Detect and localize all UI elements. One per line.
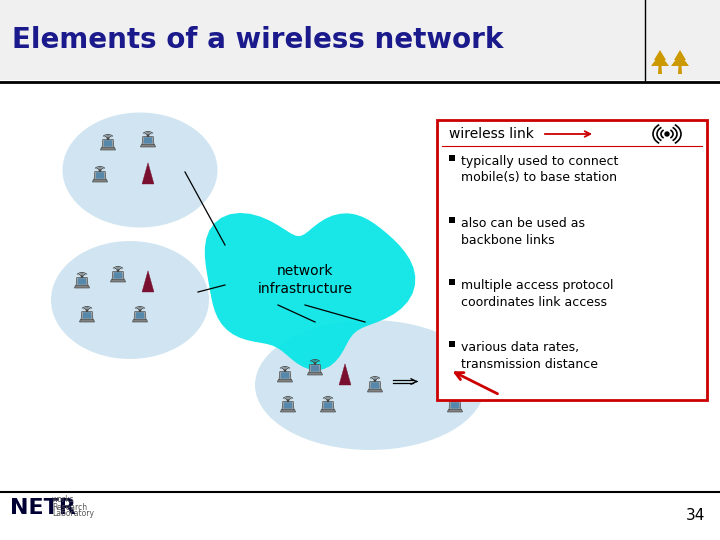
Polygon shape [322,402,334,410]
Polygon shape [142,137,154,145]
Polygon shape [94,172,106,180]
Polygon shape [320,410,336,412]
Polygon shape [309,364,321,373]
Polygon shape [277,380,292,382]
Circle shape [454,400,456,401]
Polygon shape [367,390,382,392]
Polygon shape [78,278,86,285]
Polygon shape [143,137,153,144]
Text: various data rates,
transmission distance: various data rates, transmission distanc… [461,341,598,370]
Circle shape [374,380,376,381]
Polygon shape [449,217,455,223]
Polygon shape [92,180,107,182]
Polygon shape [279,372,291,380]
Text: works: works [52,496,75,504]
Polygon shape [79,320,94,322]
Polygon shape [448,410,462,412]
Polygon shape [678,66,682,74]
Ellipse shape [63,112,217,227]
Text: network
infrastructure: network infrastructure [258,264,353,296]
Polygon shape [323,402,333,409]
Polygon shape [651,54,669,66]
Polygon shape [449,402,461,410]
Circle shape [284,370,286,372]
Polygon shape [102,139,114,148]
Text: typically used to connect
mobile(s) to base station: typically used to connect mobile(s) to b… [461,155,618,185]
Bar [0,0,720,80]
Polygon shape [451,402,459,409]
Polygon shape [110,280,125,282]
Polygon shape [112,272,124,280]
Polygon shape [310,365,320,372]
Circle shape [86,310,88,312]
Polygon shape [284,402,292,409]
Polygon shape [371,382,379,389]
Polygon shape [83,312,91,319]
Polygon shape [135,312,145,319]
Polygon shape [449,279,455,285]
Polygon shape [132,320,148,322]
Polygon shape [104,140,112,147]
Polygon shape [74,286,89,288]
Polygon shape [114,272,122,279]
Polygon shape [134,312,146,320]
Circle shape [117,270,119,271]
Polygon shape [439,371,451,392]
Polygon shape [654,50,666,60]
Polygon shape [81,312,93,320]
Polygon shape [142,163,154,184]
Polygon shape [671,54,689,66]
Text: Laboratory: Laboratory [52,510,94,518]
Ellipse shape [51,241,209,359]
Polygon shape [339,364,351,385]
Polygon shape [449,155,455,161]
Text: also can be used as
backbone links: also can be used as backbone links [461,217,585,246]
Polygon shape [281,410,295,412]
Text: wireless link: wireless link [449,127,534,141]
Text: NETR: NETR [10,498,76,518]
Ellipse shape [255,320,485,450]
Text: Research: Research [52,503,87,511]
Text: 34: 34 [685,508,705,523]
Text: multiple access protocol
coordinates link access: multiple access protocol coordinates lin… [461,279,613,308]
Text: Elements of a wireless network: Elements of a wireless network [12,26,503,54]
Polygon shape [658,66,662,74]
Polygon shape [96,172,104,179]
Bar [437,120,707,400]
Polygon shape [140,145,156,147]
Circle shape [665,132,669,136]
Polygon shape [449,341,455,347]
Polygon shape [76,278,88,286]
Polygon shape [307,373,323,375]
Circle shape [99,170,101,171]
Circle shape [287,400,289,401]
Polygon shape [282,402,294,410]
Polygon shape [281,372,289,379]
Polygon shape [142,271,154,292]
Polygon shape [369,381,381,390]
Polygon shape [674,50,686,60]
Circle shape [81,276,83,278]
Polygon shape [101,148,115,150]
Polygon shape [205,213,415,370]
Circle shape [107,138,109,139]
